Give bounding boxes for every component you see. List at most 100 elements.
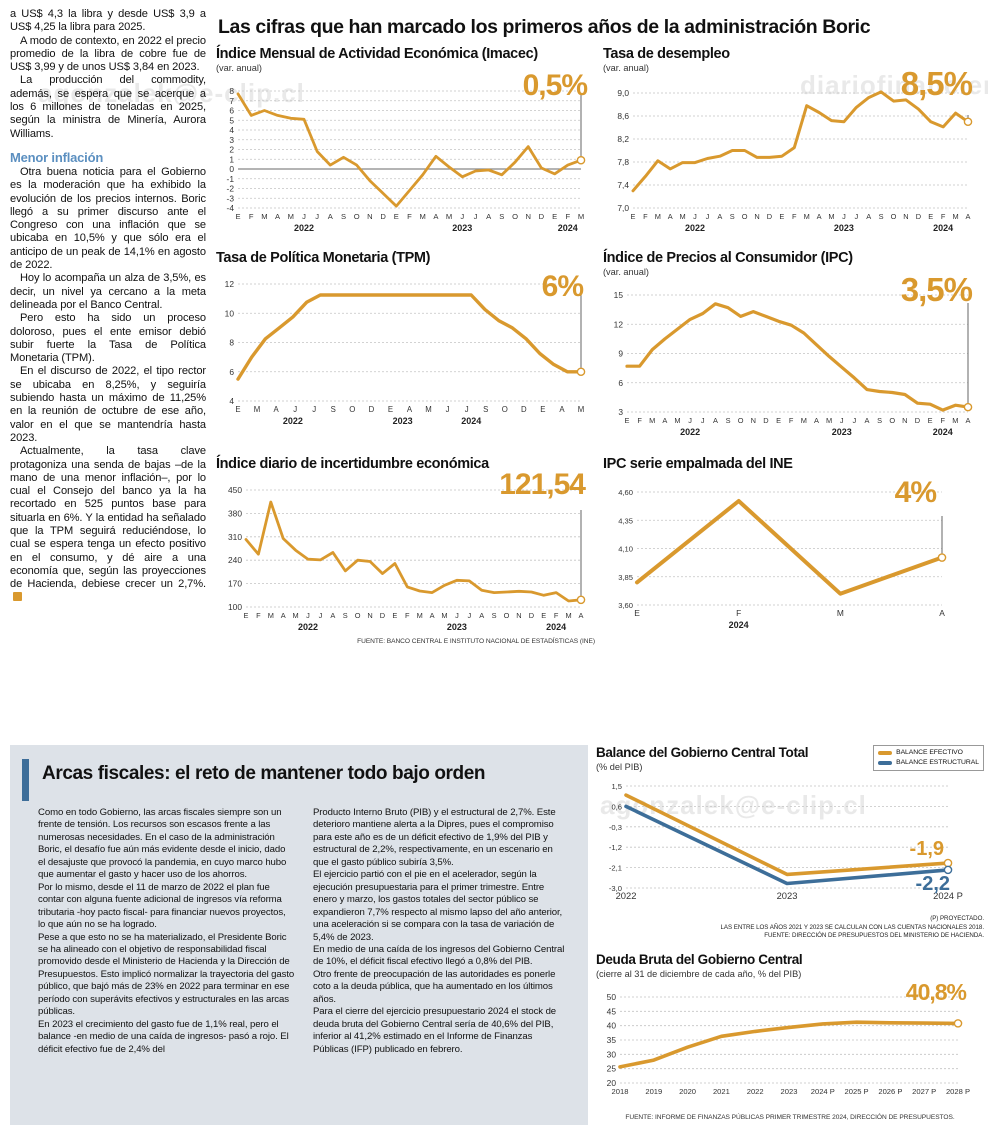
- fiscal-paragraph: En medio de una caída de los ingresos de…: [313, 943, 565, 968]
- svg-text:J: J: [840, 416, 844, 425]
- svg-text:2022: 2022: [680, 427, 700, 437]
- fiscal-article-block: Arcas fiscales: el reto de mantener todo…: [10, 745, 588, 1125]
- svg-text:8: 8: [229, 338, 234, 348]
- svg-text:A: A: [939, 608, 945, 618]
- svg-text:2019: 2019: [645, 1087, 662, 1096]
- chart-callout: 8,5%: [900, 65, 973, 102]
- svg-text:0: 0: [229, 164, 234, 174]
- svg-text:J: J: [306, 611, 310, 620]
- svg-text:7,0: 7,0: [617, 203, 629, 213]
- fiscal-paragraph: Otro frente de preocupación de las autor…: [313, 968, 556, 1005]
- svg-text:N: N: [367, 212, 372, 221]
- svg-text:M: M: [578, 405, 585, 414]
- svg-text:M: M: [417, 611, 423, 620]
- chart-source: FUENTE: INFORME DE FINANZAS PÚBLICAS PRI…: [625, 1113, 955, 1121]
- article-paragraph: a US$ 4,3 la libra y desde US$ 3,9 a US$…: [10, 8, 206, 34]
- svg-text:S: S: [877, 416, 882, 425]
- svg-text:J: J: [446, 405, 450, 414]
- svg-text:-2,1: -2,1: [609, 864, 622, 873]
- svg-text:F: F: [792, 212, 797, 221]
- svg-text:100: 100: [228, 602, 242, 612]
- svg-text:6: 6: [618, 378, 623, 388]
- svg-text:S: S: [483, 405, 488, 414]
- svg-text:E: E: [928, 212, 933, 221]
- chart-legend: BALANCE EFECTIVO BALANCE ESTRUCTURAL: [873, 745, 984, 771]
- svg-text:J: J: [706, 212, 710, 221]
- chart-callout: 0,5%: [522, 69, 588, 102]
- chart-plot-area: 3,60 3,85 4,10 4,35 4,60 E F M A 2024 4%: [603, 474, 982, 637]
- svg-text:O: O: [512, 212, 518, 221]
- chart-plot-area: 100 170 240 310 380 450 E F M A M J J A S O N D E F M A M J J A S O…: [216, 470, 595, 637]
- svg-text:E: E: [776, 416, 781, 425]
- svg-text:O: O: [889, 416, 895, 425]
- svg-text:A: A: [717, 212, 722, 221]
- fiscal-paragraph: Como en todo Gobierno, las arcas fiscale…: [38, 807, 287, 881]
- chart-title: Índice diario de incertidumbre económica: [216, 456, 489, 472]
- chart-title: Índice Mensual de Actividad Económica (I…: [216, 46, 538, 62]
- article-subheading: Menor inflación: [10, 149, 104, 165]
- svg-text:O: O: [504, 611, 510, 620]
- svg-text:8,2: 8,2: [617, 134, 629, 144]
- svg-text:M: M: [801, 416, 807, 425]
- svg-text:M: M: [680, 212, 686, 221]
- svg-text:J: J: [293, 405, 297, 414]
- fiscal-column-1: Como en todo Gobierno, las arcas fiscale…: [38, 807, 295, 1056]
- svg-text:E: E: [625, 416, 630, 425]
- svg-text:A: A: [966, 212, 971, 221]
- svg-text:3: 3: [229, 135, 234, 145]
- chart-callout: 121,54: [499, 468, 586, 501]
- svg-text:2024 P: 2024 P: [933, 890, 963, 901]
- svg-text:M: M: [804, 212, 810, 221]
- svg-text:-3,0: -3,0: [609, 884, 622, 893]
- svg-text:M: M: [261, 212, 267, 221]
- svg-text:D: D: [916, 212, 921, 221]
- svg-text:A: A: [668, 212, 673, 221]
- svg-text:2020: 2020: [679, 1087, 696, 1096]
- svg-text:20: 20: [607, 1078, 617, 1088]
- svg-text:2023: 2023: [781, 1087, 798, 1096]
- svg-text:310: 310: [228, 532, 242, 542]
- svg-text:J: J: [465, 405, 469, 414]
- svg-text:F: F: [256, 611, 261, 620]
- chart-source: FUENTE: BANCO CENTRAL E INSTITUTO NACION…: [357, 638, 595, 645]
- chart-callout: 3,5%: [900, 271, 973, 308]
- svg-text:E: E: [928, 416, 933, 425]
- accent-bar: [22, 759, 29, 801]
- legend-label: BALANCE EFECTIVO: [896, 749, 963, 756]
- svg-text:4: 4: [229, 125, 234, 135]
- svg-text:-2,2: -2,2: [916, 873, 950, 895]
- svg-text:4,35: 4,35: [618, 516, 633, 525]
- svg-text:S: S: [499, 212, 504, 221]
- article-paragraph: La producción del commodity, además, se …: [10, 74, 206, 140]
- svg-text:O: O: [354, 212, 360, 221]
- svg-text:E: E: [392, 611, 397, 620]
- chart-note-2: LAS ENTRE LOS AÑOS 2021 Y 2023 SE CALCUL…: [720, 923, 985, 931]
- svg-text:M: M: [674, 416, 680, 425]
- svg-text:M: M: [649, 416, 655, 425]
- svg-text:450: 450: [228, 485, 242, 495]
- svg-text:-1,9: -1,9: [910, 838, 944, 860]
- svg-text:M: M: [420, 212, 426, 221]
- svg-text:D: D: [539, 212, 545, 221]
- svg-text:F: F: [940, 416, 945, 425]
- legend-item-estructural: BALANCE ESTRUCTURAL: [878, 758, 979, 768]
- chart-subtitle: (var. anual): [603, 267, 649, 277]
- svg-text:A: A: [579, 611, 584, 620]
- svg-text:8: 8: [229, 86, 234, 96]
- fiscal-article-columns: Como en todo Gobierno, las arcas fiscale…: [38, 807, 570, 1056]
- fiscal-paragraph: Producto Interno Bruto (PIB) y el estruc…: [313, 807, 556, 868]
- chart-title: Tasa de desempleo: [603, 46, 730, 62]
- ipc-ine-svg: 3,60 3,85 4,10 4,35 4,60 E F M A 2024: [618, 488, 947, 630]
- bottom-right-charts: Balance del Gobierno Central Total (% de…: [596, 745, 984, 1121]
- svg-text:-1,2: -1,2: [609, 843, 622, 852]
- svg-text:2022: 2022: [294, 223, 314, 233]
- svg-text:O: O: [349, 405, 355, 414]
- svg-text:25: 25: [607, 1063, 617, 1073]
- svg-text:2024: 2024: [558, 223, 578, 233]
- svg-text:E: E: [244, 611, 249, 620]
- legend-label: BALANCE ESTRUCTURAL: [896, 759, 979, 766]
- svg-text:2027 P: 2027 P: [912, 1087, 936, 1096]
- chart-incertidumbre: Índice diario de incertidumbre económica…: [216, 456, 595, 645]
- chart-plot-area: 3 6 9 12 15 E F M A M J J A S O N D E F M A M J J A S O N D E F M A 2022 2…: [603, 273, 982, 442]
- svg-text:S: S: [879, 212, 884, 221]
